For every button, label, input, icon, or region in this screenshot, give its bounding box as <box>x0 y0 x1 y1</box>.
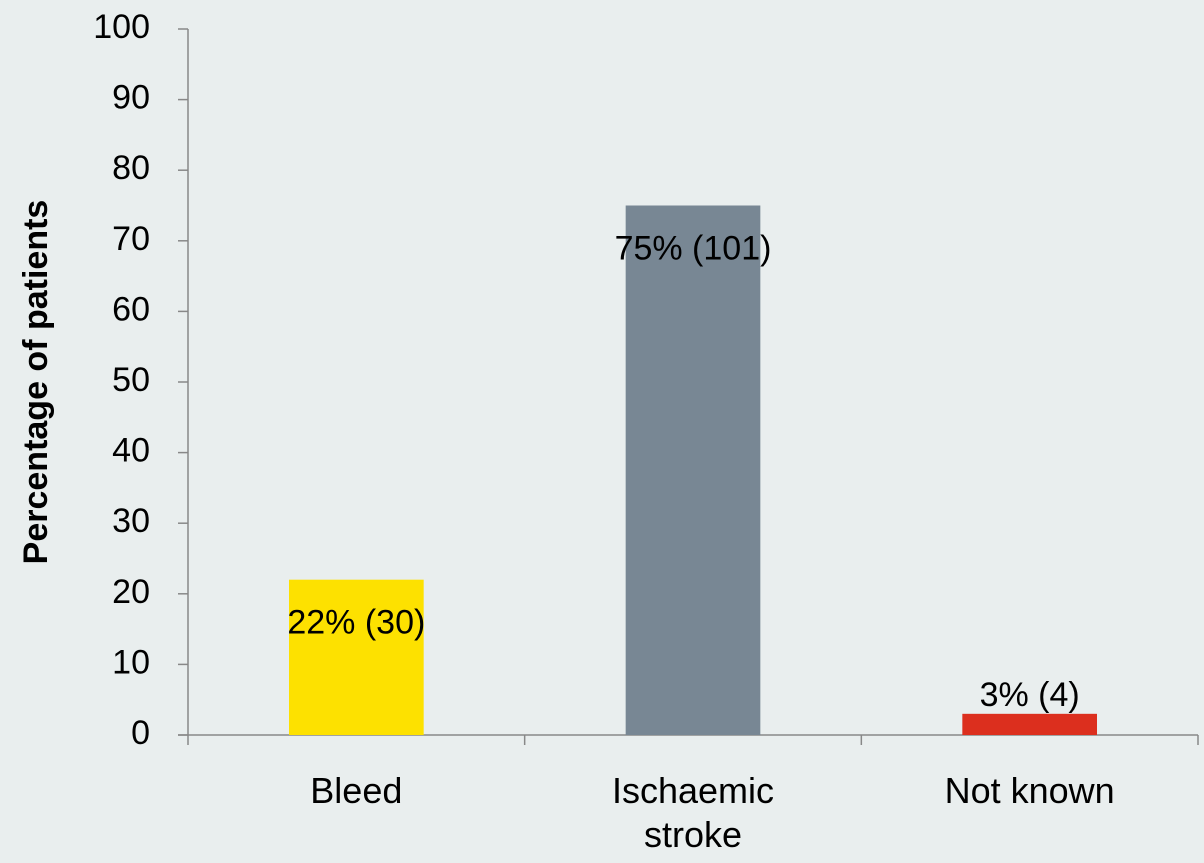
y-tick-label: 40 <box>112 432 150 470</box>
y-tick-label: 30 <box>112 502 150 540</box>
x-tick-label: Not known <box>944 770 1115 811</box>
y-tick-label: 50 <box>112 361 150 399</box>
x-tick-label: Bleed <box>310 770 403 811</box>
data-label: 22% (30) <box>287 604 425 642</box>
y-tick-label: 70 <box>112 220 150 258</box>
y-tick-label: 90 <box>112 79 150 117</box>
bar <box>962 713 1097 735</box>
data-label: 75% (101) <box>615 229 772 267</box>
y-tick-label: 0 <box>131 714 150 752</box>
y-tick-label: 100 <box>93 8 150 46</box>
x-tick-label: Ischaemic stroke <box>611 770 775 855</box>
y-tick-label: 60 <box>112 290 150 328</box>
y-tick-label: 20 <box>112 573 150 611</box>
y-tick-label: 80 <box>112 149 150 187</box>
bar <box>625 205 761 735</box>
y-axis-label: Percentage of patients <box>17 200 55 565</box>
bar <box>289 579 424 735</box>
data-label: 3% (4) <box>980 676 1080 714</box>
y-tick-label: 10 <box>112 643 150 681</box>
